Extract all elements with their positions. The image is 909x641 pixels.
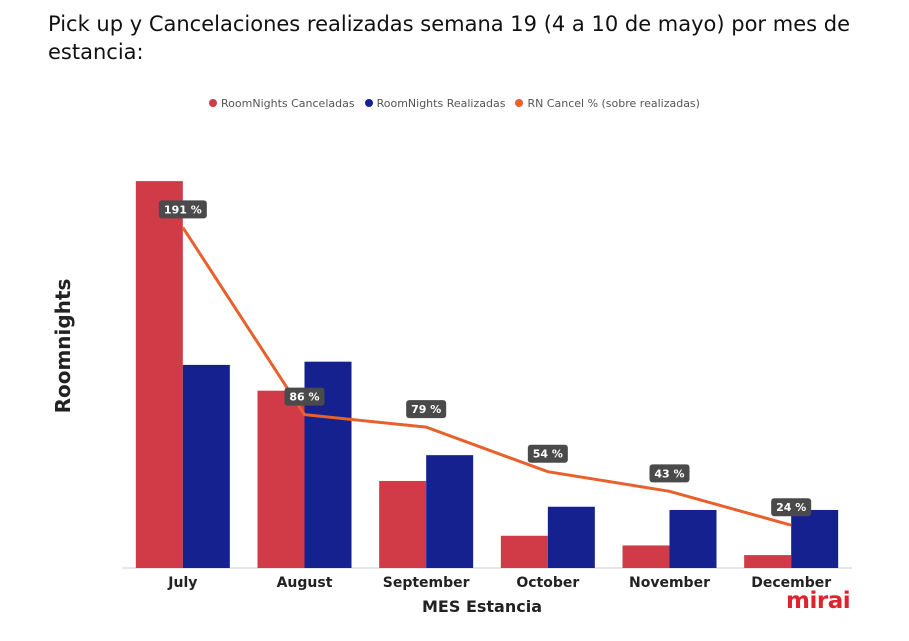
x-axis-title: MES Estancia <box>422 597 542 616</box>
bar-canceladas-december <box>744 555 792 568</box>
data-label-box <box>158 200 207 219</box>
data-label-box <box>527 444 568 463</box>
bar-canceladas-october <box>500 535 548 568</box>
bar-canceladas-november <box>622 545 670 568</box>
line-cancel-pct <box>181 226 792 527</box>
data-label: 24 % <box>776 501 806 514</box>
data-label: 86 % <box>289 391 319 404</box>
x-tick-label: November <box>629 575 710 591</box>
data-label: 54 % <box>533 448 563 461</box>
legend-item-2: RN Cancel % (sobre realizadas) <box>515 95 700 111</box>
legend-marker <box>515 99 524 107</box>
data-label-box <box>771 498 812 517</box>
legend-label: RN Cancel % (sobre realizadas) <box>527 96 700 110</box>
x-tick-label: August <box>277 575 333 591</box>
legend-label: RoomNights Realizadas <box>376 96 506 110</box>
data-label-box <box>406 400 447 419</box>
legend-marker <box>364 99 373 107</box>
bar-realizadas-july <box>182 364 230 568</box>
page-title: Pick up y Cancelaciones realizadas seman… <box>48 12 850 64</box>
legend-marker <box>209 99 218 107</box>
bar-realizadas-november <box>669 509 717 568</box>
data-label-box <box>649 464 690 483</box>
bar-realizadas-december <box>791 509 839 568</box>
mirai-logo: mirai <box>786 588 851 614</box>
bar-canceladas-august <box>257 390 305 568</box>
bar-realizadas-september <box>426 455 474 568</box>
legend-item-0: RoomNights Canceladas <box>209 95 355 111</box>
x-tick-label: October <box>516 575 579 591</box>
data-label-box <box>284 387 325 406</box>
data-label: 191 % <box>164 203 202 216</box>
x-tick-label: September <box>383 575 470 591</box>
legend-label: RoomNights Canceladas <box>221 96 355 110</box>
legend-item-1: RoomNights Realizadas <box>364 95 506 111</box>
y-axis-title: Roomnights <box>51 279 75 414</box>
x-tick-label: July <box>167 575 197 591</box>
data-label: 79 % <box>411 403 441 416</box>
bar-canceladas-september <box>379 480 427 568</box>
bar-realizadas-october <box>547 506 595 568</box>
data-label: 43 % <box>654 467 684 480</box>
bar-canceladas-july <box>135 181 183 568</box>
x-tick-label: December <box>751 575 831 591</box>
chart-legend: RoomNights Canceladas RoomNights Realizad… <box>0 95 909 111</box>
